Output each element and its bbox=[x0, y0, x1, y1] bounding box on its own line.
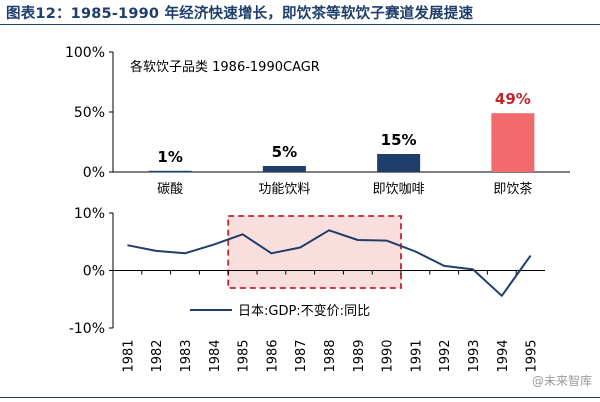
bar bbox=[491, 113, 535, 172]
line-y-tick-label: 0% bbox=[83, 264, 105, 280]
highlight-box bbox=[227, 215, 402, 289]
gdp-series-line bbox=[127, 229, 532, 297]
watermark: @未来智库 bbox=[531, 374, 592, 388]
line-x-tick-label: 1984 bbox=[208, 339, 223, 372]
legend-label: 日本:GDP:不变价:同比 bbox=[238, 303, 370, 319]
bar bbox=[262, 166, 306, 172]
line-x-tick-label: 1981 bbox=[121, 339, 136, 372]
line-x-tick-label: 1989 bbox=[352, 339, 367, 372]
line-x-tick-label: 1985 bbox=[237, 339, 252, 372]
bar-data-label: 15% bbox=[381, 131, 417, 149]
bar-data-label: 1% bbox=[157, 148, 182, 166]
title-rule bbox=[0, 24, 600, 25]
line-x-tick-label: 1982 bbox=[150, 339, 165, 372]
bar-y-tick-label: 100% bbox=[65, 45, 105, 61]
bar-category-label: 即饮咖啡 bbox=[373, 182, 425, 197]
bar bbox=[148, 170, 192, 173]
line-x-tick-label: 1986 bbox=[265, 339, 280, 372]
bar-y-tick-label: 0% bbox=[83, 165, 105, 181]
line-x-tick-label: 1994 bbox=[496, 339, 511, 372]
bar-category-label: 碳酸 bbox=[157, 182, 183, 197]
bar-y-tick-label: 50% bbox=[74, 105, 105, 121]
bar-category-label: 功能饮料 bbox=[258, 182, 310, 197]
bar bbox=[377, 154, 421, 172]
bottom-rule bbox=[0, 397, 600, 398]
line-x-tick-label: 1983 bbox=[179, 339, 194, 372]
line-x-tick-label: 1995 bbox=[525, 339, 540, 372]
line-y-tick-label: 10% bbox=[74, 206, 105, 222]
line-x-tick-label: 1992 bbox=[438, 339, 453, 372]
line-x-tick-label: 1988 bbox=[323, 339, 338, 372]
bar-data-label: 5% bbox=[272, 143, 297, 161]
bar-data-label: 49% bbox=[495, 90, 531, 108]
line-x-tick-label: 1990 bbox=[381, 339, 396, 372]
line-x-tick-label: 1987 bbox=[294, 339, 309, 372]
figure-title: 图表12：1985-1990 年经济快速增长，即饮茶等软饮子赛道发展提速 bbox=[6, 6, 474, 22]
line-x-tick-label: 1993 bbox=[467, 339, 482, 372]
line-y-tick-label: -10% bbox=[69, 321, 105, 337]
line-x-tick-label: 1991 bbox=[409, 339, 424, 372]
bar-chart-annotation: 各软饮子品类 1986-1990CAGR bbox=[130, 59, 320, 75]
bar-category-label: 即饮茶 bbox=[493, 181, 532, 197]
